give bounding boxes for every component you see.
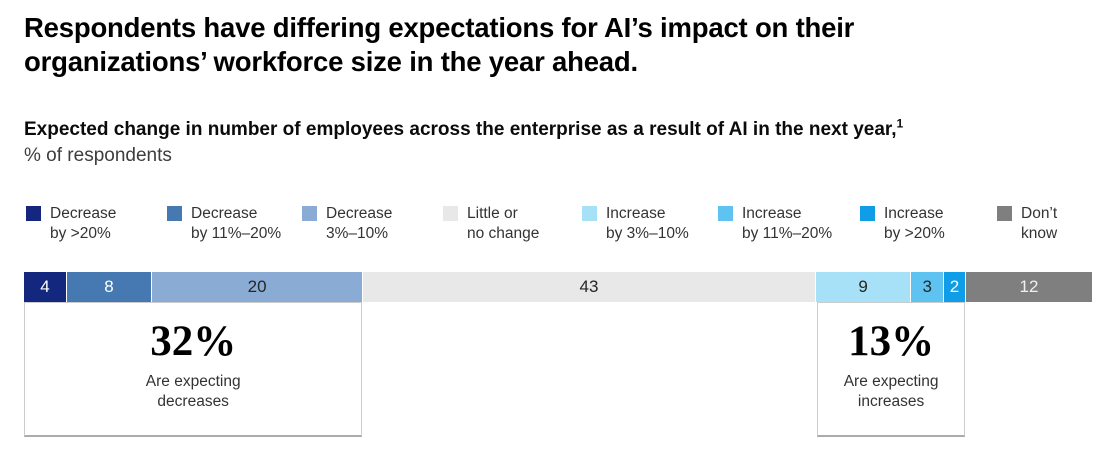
chart-title-text: Expected change in number of employees a…: [24, 119, 897, 140]
bar-segment: 3: [911, 272, 944, 302]
legend-label: Increase by 3%–10%: [606, 205, 689, 242]
legend-swatch-icon: [167, 206, 182, 221]
legend-label: Decrease 3%–10%: [326, 205, 393, 242]
legend-swatch-icon: [443, 206, 458, 221]
legend-label: Decrease by 11%–20%: [191, 205, 282, 242]
annotation-value: 32%: [150, 318, 237, 365]
legend-item: Increase by >20%: [860, 204, 945, 244]
bar-segment: 4: [24, 272, 68, 302]
bar-segment-value: 12: [1019, 277, 1039, 296]
bar-segment-value: 9: [858, 277, 868, 296]
legend-item: Little or no change: [443, 204, 539, 244]
bar-segment: 2: [943, 272, 966, 302]
legend-label: Increase by 11%–20%: [742, 205, 833, 242]
legend-label: Don’t know: [1021, 205, 1058, 242]
legend-item: Decrease by >20%: [26, 204, 116, 244]
bar-segment: 12: [965, 272, 1093, 302]
bar-segment-value: 3: [922, 277, 932, 296]
footnote-marker: 1: [896, 116, 904, 131]
legend-item: Don’t know: [997, 204, 1057, 244]
bar-segment-value: 43: [579, 277, 599, 296]
bar-segment: 43: [363, 272, 816, 302]
chart-title: Expected change in number of employees a…: [24, 117, 1084, 143]
annotation-value: 13%: [848, 318, 935, 365]
bar-segment-value: 4: [40, 277, 50, 296]
legend-swatch-icon: [302, 206, 317, 221]
annotation-label: Are expecting increases: [843, 373, 939, 410]
annotation-label: Are expecting decreases: [145, 373, 241, 410]
chart-subtitle: % of respondents: [24, 145, 172, 166]
legend-item: Decrease 3%–10%: [302, 204, 392, 244]
legend-swatch-icon: [997, 206, 1012, 221]
legend-swatch-icon: [582, 206, 597, 221]
bar-segment: 8: [67, 272, 153, 302]
annotation-box: 13% Are expecting increases: [817, 302, 966, 437]
bar-segment-value: 20: [247, 277, 267, 296]
legend-label: Increase by >20%: [884, 205, 945, 242]
legend-swatch-icon: [26, 206, 41, 221]
headline: Respondents have differing expectations …: [24, 12, 855, 77]
legend-swatch-icon: [860, 206, 875, 221]
legend: Decrease by >20% Decrease by 11%–20% Decreas…: [0, 204, 1094, 252]
bar-segment-value: 8: [104, 277, 114, 296]
legend-swatch-icon: [718, 206, 733, 221]
annotation-box: 32% Are expecting decreases: [24, 302, 363, 437]
bar-segment: 9: [815, 272, 912, 302]
bar-segment-value: 2: [949, 277, 960, 296]
stacked-bar: 4 8 20 43 9 3 2 12: [24, 272, 1093, 302]
legend-item: Increase by 3%–10%: [582, 204, 689, 244]
legend-item: Decrease by 11%–20%: [167, 204, 281, 244]
bar-segment: 20: [152, 272, 364, 302]
chart-area: 4 8 20 43 9 3 2 12 32% Are expecting decreases 13%…: [24, 272, 1093, 442]
legend-label: Little or no change: [467, 205, 540, 242]
legend-label: Decrease by >20%: [50, 205, 117, 242]
legend-item: Increase by 11%–20%: [718, 204, 832, 244]
